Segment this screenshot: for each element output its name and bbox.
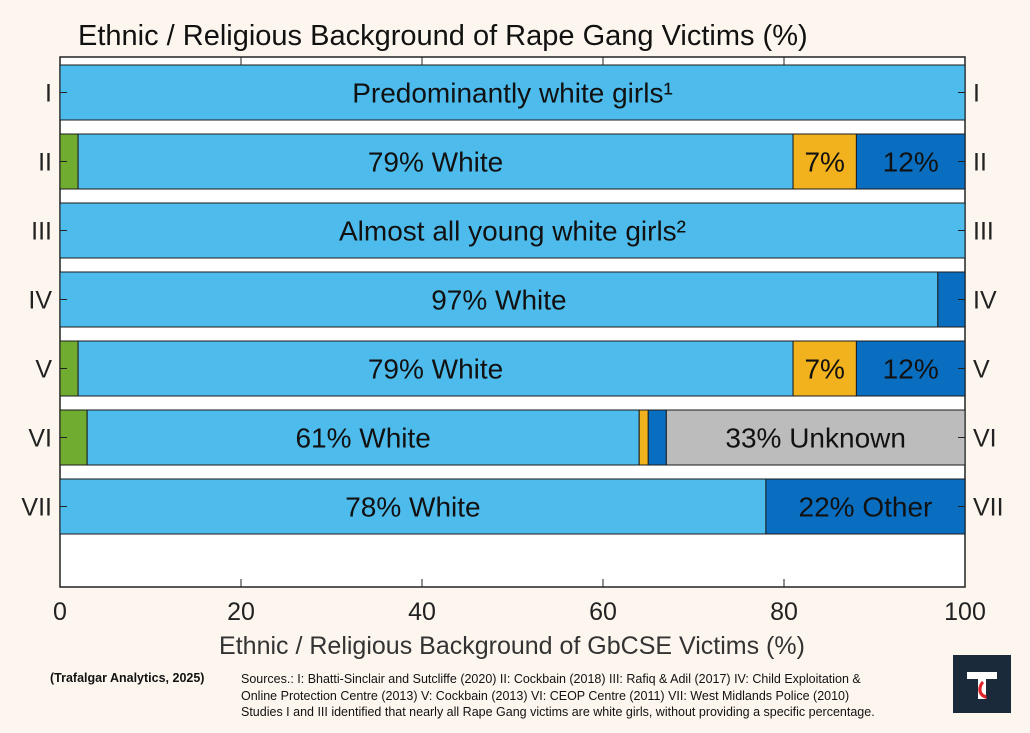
- y-tick-label-right: I: [973, 80, 980, 108]
- bar-segment: [59, 202, 966, 259]
- bar-segment: [77, 340, 794, 397]
- y-tick-label-right: III: [973, 218, 994, 246]
- footer-sources-line: Sources.: I: Bhatti-Sinclair and Sutclif…: [241, 672, 861, 686]
- footer-sources-line: Studies I and III identified that nearly…: [241, 705, 875, 719]
- bar-segment: [638, 409, 649, 466]
- bar-data-label: 78% White: [345, 492, 480, 523]
- bar-segment: [59, 271, 939, 328]
- y-tick-label-left: II: [38, 149, 52, 177]
- bar-data-label: 79% White: [368, 354, 503, 385]
- bar-data-label: 33% Unknown: [725, 423, 906, 454]
- bar-data-label: 61% White: [295, 423, 430, 454]
- y-tick-label-right: IV: [973, 287, 997, 315]
- bar-segment: [792, 340, 857, 397]
- chart-title: Ethnic / Religious Background of Rape Ga…: [78, 20, 808, 52]
- x-tick-label: 80: [770, 598, 798, 626]
- y-tick-label-right: VII: [973, 494, 1004, 522]
- y-tick-label-right: VI: [973, 425, 997, 453]
- bars-group: Predominantly white girls¹ 79% White 7% 12%…: [59, 64, 966, 535]
- x-tick-label: 0: [53, 598, 67, 626]
- x-tick-label: 40: [408, 598, 436, 626]
- bar-segment: [665, 409, 966, 466]
- y-tick-label-left: IV: [28, 287, 52, 315]
- bar-segment: [77, 133, 794, 190]
- y-tick-label-right: V: [973, 356, 990, 384]
- x-axis-label: Ethnic / Religious Background of GbCSE V…: [219, 632, 805, 660]
- bar-data-label: 7%: [804, 354, 844, 385]
- x-tick-label: 60: [589, 598, 617, 626]
- bar-data-label: 97% White: [431, 285, 566, 316]
- bar-data-label: 22% Other: [799, 492, 933, 523]
- y-tick-label-left: VII: [21, 494, 52, 522]
- bar-segment: [86, 409, 640, 466]
- bar-segment: [59, 64, 966, 121]
- x-tick-label: 100: [944, 598, 986, 626]
- bar-data-label: Predominantly white girls¹: [352, 78, 673, 109]
- footer-sources: Sources.: I: Bhatti-Sinclair and Sutclif…: [241, 671, 941, 721]
- bar-data-label: 12%: [883, 147, 939, 178]
- bar-data-label: Almost all young white girls²: [339, 216, 686, 247]
- bar-segment: [792, 133, 857, 190]
- y-tick-label-left: III: [31, 218, 52, 246]
- y-tick-label-left: I: [45, 80, 52, 108]
- bar-data-label: 12%: [883, 354, 939, 385]
- bar-segment: [855, 133, 966, 190]
- x-tick-label: 20: [227, 598, 255, 626]
- y-tick-label-right: II: [973, 149, 987, 177]
- bar-segment: [855, 340, 966, 397]
- bar-segment: [647, 409, 667, 466]
- bar-data-label: 7%: [804, 147, 844, 178]
- y-tick-label-left: VI: [28, 425, 52, 453]
- footer-credit: (Trafalgar Analytics, 2025): [50, 671, 205, 685]
- bar-data-label: 79% White: [368, 147, 503, 178]
- y-tick-label-left: V: [35, 356, 52, 384]
- trafalgar-logo-icon[interactable]: [953, 655, 1011, 713]
- footer-sources-line: Online Protection Centre (2013) V: Cockb…: [241, 688, 850, 703]
